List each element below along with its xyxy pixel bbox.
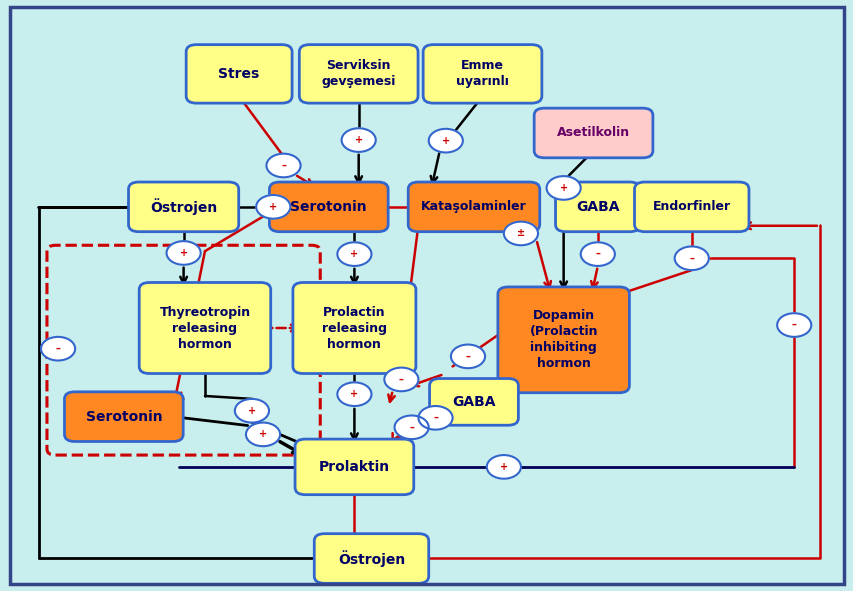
Text: +: +	[354, 135, 363, 145]
Circle shape	[246, 423, 280, 446]
Circle shape	[428, 129, 462, 152]
Circle shape	[337, 382, 371, 406]
FancyBboxPatch shape	[293, 282, 415, 374]
Text: –: –	[281, 161, 286, 170]
FancyBboxPatch shape	[497, 287, 629, 393]
Circle shape	[235, 399, 269, 423]
Text: +: +	[499, 462, 508, 472]
Circle shape	[546, 176, 580, 200]
Text: Prolaktin: Prolaktin	[318, 460, 390, 474]
Text: Östrojen: Östrojen	[338, 550, 404, 567]
FancyBboxPatch shape	[634, 182, 748, 232]
Text: +: +	[269, 202, 277, 212]
Text: +: +	[350, 389, 358, 399]
Circle shape	[450, 345, 485, 368]
FancyBboxPatch shape	[186, 45, 292, 103]
Text: –: –	[595, 249, 600, 259]
Text: Thyreotropin
releasing
hormon: Thyreotropin releasing hormon	[160, 306, 250, 350]
FancyBboxPatch shape	[314, 534, 428, 583]
Circle shape	[256, 195, 290, 219]
Circle shape	[266, 154, 300, 177]
Text: Stres: Stres	[218, 67, 259, 81]
Circle shape	[580, 242, 614, 266]
Text: Serotonin: Serotonin	[85, 410, 162, 424]
Text: –: –	[465, 352, 470, 361]
Circle shape	[674, 246, 708, 270]
Text: +: +	[179, 248, 188, 258]
Circle shape	[41, 337, 75, 361]
Circle shape	[337, 242, 371, 266]
Circle shape	[418, 406, 452, 430]
Text: Prolactin
releasing
hormon: Prolactin releasing hormon	[322, 306, 386, 350]
Text: –: –	[409, 423, 414, 432]
FancyBboxPatch shape	[65, 392, 183, 441]
Circle shape	[503, 222, 537, 245]
Text: –: –	[398, 375, 403, 384]
FancyBboxPatch shape	[129, 182, 239, 232]
Text: +: +	[258, 430, 267, 439]
Circle shape	[341, 128, 375, 152]
Text: +: +	[350, 249, 358, 259]
FancyBboxPatch shape	[139, 282, 270, 374]
Circle shape	[394, 415, 428, 439]
Text: ±: ±	[516, 229, 525, 238]
FancyBboxPatch shape	[429, 379, 518, 426]
Text: Dopamin
(Prolactin
inhibiting
hormon: Dopamin (Prolactin inhibiting hormon	[529, 309, 597, 371]
FancyBboxPatch shape	[270, 182, 388, 232]
Text: GABA: GABA	[576, 200, 618, 214]
Text: Kataşolaminler: Kataşolaminler	[421, 200, 526, 213]
Text: Serotonin: Serotonin	[290, 200, 367, 214]
Text: +: +	[247, 406, 256, 415]
Text: Endorfinler: Endorfinler	[652, 200, 730, 213]
Text: Asetilkolin: Asetilkolin	[556, 126, 630, 139]
Text: Emme
uyarınlı: Emme uyarınlı	[456, 59, 508, 89]
Circle shape	[384, 368, 418, 391]
Text: –: –	[55, 344, 61, 353]
Text: Östrojen: Östrojen	[150, 199, 217, 215]
Text: +: +	[559, 183, 567, 193]
Text: –: –	[688, 254, 693, 263]
FancyBboxPatch shape	[299, 45, 418, 103]
Text: +: +	[441, 136, 450, 145]
Text: –: –	[791, 320, 796, 330]
Circle shape	[776, 313, 810, 337]
FancyBboxPatch shape	[408, 182, 539, 232]
FancyBboxPatch shape	[295, 439, 413, 495]
FancyBboxPatch shape	[534, 108, 653, 158]
FancyBboxPatch shape	[422, 45, 542, 103]
Text: GABA: GABA	[452, 395, 495, 409]
Circle shape	[166, 241, 200, 265]
Circle shape	[486, 455, 520, 479]
FancyBboxPatch shape	[555, 182, 640, 232]
Text: –: –	[432, 413, 438, 423]
Text: Serviksin
gevşemesi: Serviksin gevşemesi	[321, 59, 396, 89]
